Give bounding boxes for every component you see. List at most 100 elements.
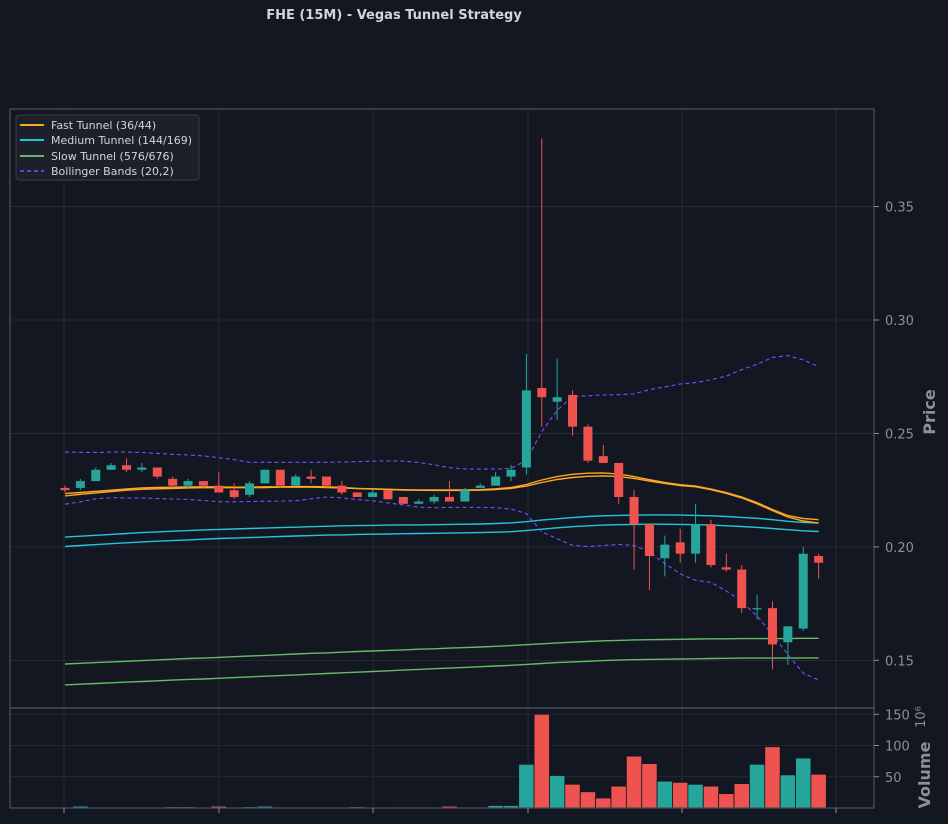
legend-label-bollinger: Bollinger Bands (20,2) bbox=[51, 165, 174, 178]
volume-panel bbox=[10, 708, 874, 808]
candle-body bbox=[706, 524, 716, 566]
volume-panel-frame bbox=[9, 707, 875, 809]
candle-body bbox=[75, 481, 85, 488]
candle-body bbox=[429, 496, 439, 502]
candle-body bbox=[137, 467, 147, 470]
chart-title: FHE (15M) - Vegas Tunnel Strategy bbox=[266, 8, 522, 23]
candle-body bbox=[291, 476, 301, 486]
candle-body bbox=[614, 462, 624, 497]
volume-bar bbox=[564, 783, 581, 809]
candle-body bbox=[598, 456, 608, 463]
candle-body bbox=[644, 524, 654, 556]
price-axis-label: Price bbox=[920, 389, 939, 435]
volume-bar bbox=[625, 755, 643, 809]
candle-body bbox=[214, 485, 224, 493]
candle-body bbox=[60, 487, 70, 491]
volume-bar bbox=[610, 785, 627, 809]
bollinger-band-line bbox=[64, 355, 819, 470]
bollinger-band-line bbox=[64, 496, 819, 681]
candle-body bbox=[737, 569, 747, 609]
candle-body bbox=[445, 496, 454, 502]
candle-body bbox=[491, 476, 501, 486]
candle-body bbox=[229, 490, 239, 497]
volume-bar bbox=[779, 774, 796, 809]
y-tick-label: 0.15 bbox=[885, 654, 914, 669]
volume-bar bbox=[718, 793, 735, 809]
volume-bar bbox=[687, 783, 704, 809]
slow-tunnel-line bbox=[64, 637, 819, 665]
candle-body bbox=[275, 469, 285, 486]
candle-body bbox=[245, 483, 255, 495]
volume-bar bbox=[656, 780, 673, 809]
y-tick-label: 0.35 bbox=[885, 201, 914, 216]
candle-body bbox=[352, 492, 362, 497]
candle-body bbox=[168, 478, 178, 486]
volume-tick-label: 50 bbox=[885, 771, 902, 786]
candle-body bbox=[152, 467, 162, 477]
candle-body bbox=[568, 394, 578, 427]
candle-body bbox=[583, 426, 593, 461]
candle-body bbox=[552, 397, 562, 402]
candle-body bbox=[798, 553, 808, 629]
volume-bar bbox=[518, 763, 535, 809]
candle-body bbox=[814, 555, 824, 563]
candle-body bbox=[260, 469, 270, 484]
candle-body bbox=[475, 485, 485, 488]
volume-bar bbox=[702, 785, 720, 809]
legend-label-medium: Medium Tunnel (144/169) bbox=[51, 134, 192, 147]
candle-body bbox=[122, 465, 132, 470]
legend-label-fast: Fast Tunnel (36/44) bbox=[51, 119, 156, 132]
candle-body bbox=[629, 496, 639, 525]
y-tick-label: 0.20 bbox=[885, 541, 914, 556]
candle-body bbox=[368, 492, 378, 497]
fast-tunnel-line bbox=[64, 475, 819, 524]
slow-tunnel-line bbox=[64, 657, 819, 686]
candle-body bbox=[321, 476, 331, 486]
volume-tick-label: 100 bbox=[885, 740, 910, 755]
y-tick-label: 0.25 bbox=[885, 427, 914, 442]
axes: 0.15 0.20 0.25 0.30 0.35 50 100 150 bbox=[63, 201, 914, 813]
candle-body bbox=[721, 567, 731, 570]
volume-bar bbox=[641, 763, 658, 809]
candle-body bbox=[521, 390, 531, 468]
volume-bar bbox=[749, 763, 766, 809]
candle-body bbox=[183, 481, 193, 486]
candle-body bbox=[691, 524, 701, 554]
candle-body bbox=[106, 465, 116, 470]
candle-body bbox=[91, 469, 101, 482]
candle-body bbox=[414, 501, 424, 504]
volume-bar bbox=[595, 797, 612, 809]
candle-body bbox=[675, 542, 685, 554]
price-panel bbox=[10, 109, 874, 708]
volume-bar bbox=[672, 781, 689, 809]
candle-body bbox=[767, 608, 777, 645]
legend: Fast Tunnel (36/44) Medium Tunnel (144/1… bbox=[15, 114, 200, 181]
volume-axis-label: Volume bbox=[915, 741, 934, 808]
volume-bar bbox=[733, 783, 750, 809]
candle-body bbox=[198, 481, 208, 486]
legend-label-slow: Slow Tunnel (576/676) bbox=[51, 150, 174, 163]
volume-bar bbox=[810, 773, 827, 809]
candle-body bbox=[306, 476, 316, 479]
volume-bar bbox=[549, 775, 566, 809]
candlesticks bbox=[60, 138, 824, 670]
medium-tunnel-line bbox=[64, 514, 819, 538]
volume-bar bbox=[579, 791, 597, 809]
candle-body bbox=[506, 469, 516, 477]
volume-scale-label: 10⁶ bbox=[914, 706, 929, 728]
volume-bar bbox=[533, 713, 550, 809]
candle-body bbox=[398, 496, 408, 504]
candle-body bbox=[783, 626, 793, 643]
candle-body bbox=[460, 490, 470, 502]
candle-body bbox=[752, 608, 762, 610]
volume-bars bbox=[56, 713, 827, 809]
candle-body bbox=[383, 490, 393, 500]
candle-body bbox=[537, 388, 547, 398]
volume-tick-label: 150 bbox=[885, 708, 910, 723]
y-tick-label: 0.30 bbox=[885, 314, 914, 329]
candle-body bbox=[660, 544, 670, 559]
candle-body bbox=[337, 485, 347, 493]
legend-box bbox=[15, 114, 200, 181]
volume-bar bbox=[795, 757, 812, 809]
